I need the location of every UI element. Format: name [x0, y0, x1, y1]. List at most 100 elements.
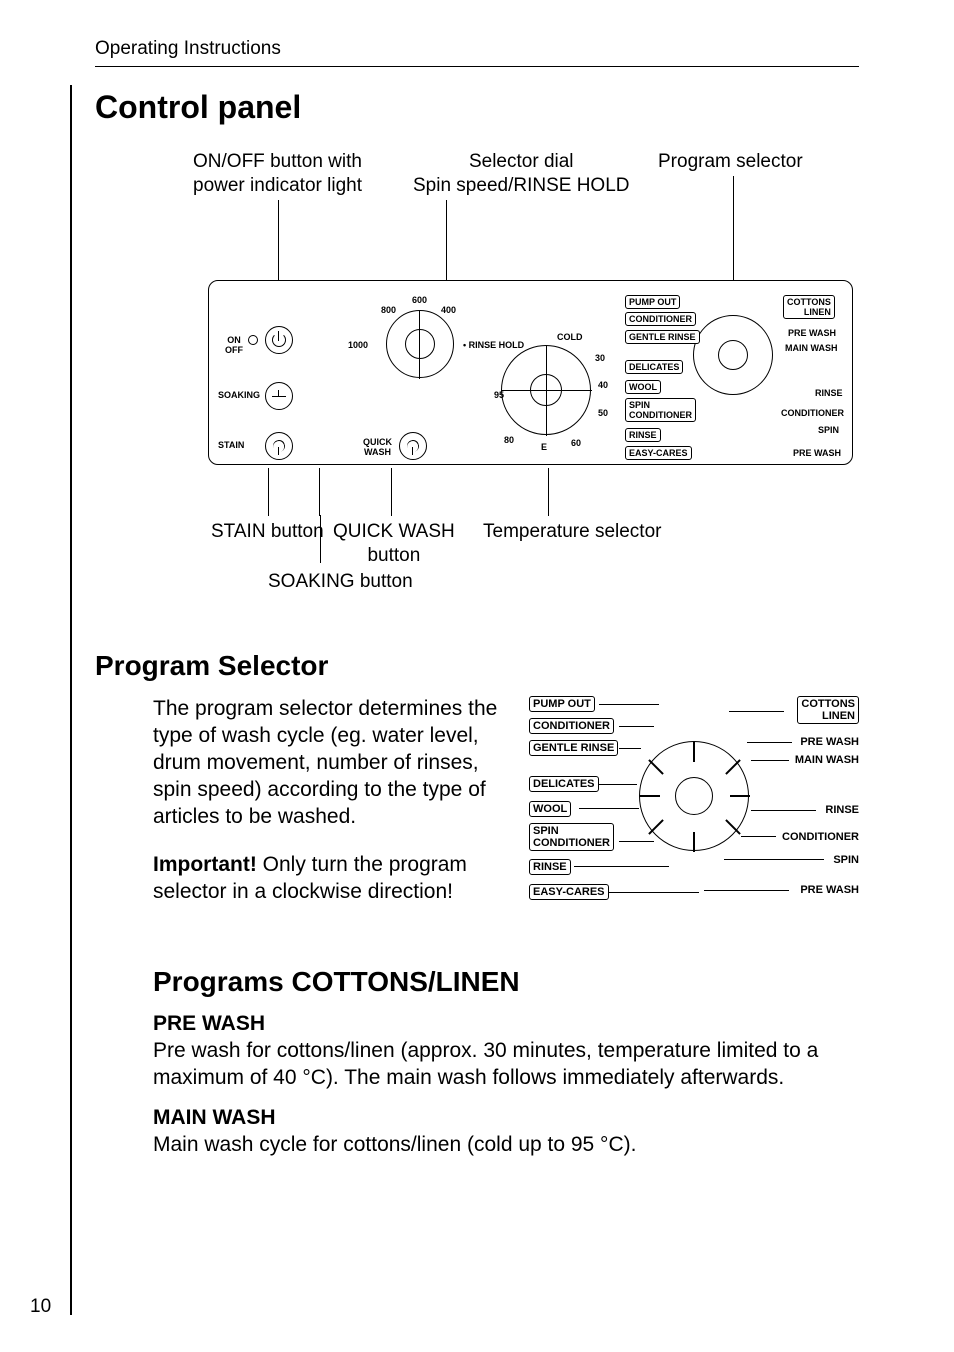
prog-sel-dial [639, 741, 749, 851]
power-led-icon [248, 335, 258, 345]
prog-spin-cond: SPINCONDITIONER [625, 398, 696, 422]
prog-cond-l2: CONDITIONER [629, 410, 692, 420]
prog-prewash-r: PRE WASH [788, 328, 836, 338]
running-header: Operating Instructions [95, 38, 859, 60]
fig-spin-cond: SPINCONDITIONER [529, 823, 614, 851]
tick [725, 759, 741, 775]
tick [693, 832, 695, 852]
prog-prewash-r2: PRE WASH [793, 448, 841, 458]
leader-line [320, 515, 321, 563]
label-soaking: SOAKING [218, 390, 260, 400]
leader-line [548, 468, 549, 516]
fig-cottons: COTTONS LINEN [797, 696, 859, 724]
temp-50: 50 [598, 408, 608, 418]
stain-arc-icon [271, 438, 286, 453]
prog-spin-l: SPIN [629, 400, 650, 410]
temp-60: 60 [571, 438, 581, 448]
anno-temperature: Temperature selector [483, 520, 661, 544]
temp-pointer [546, 346, 547, 436]
page-number: 10 [30, 1296, 51, 1318]
conn [579, 808, 639, 809]
program-selector-important: Important! Only turn the program selecto… [153, 852, 503, 906]
fig-gentle-rinse: GENTLE RINSE [529, 740, 618, 756]
fig-cond-l2: CONDITIONER [533, 837, 610, 849]
tick [640, 795, 660, 797]
spin-400: 400 [441, 305, 456, 315]
control-panel-diagram: ON/OFF button with power indicator light… [153, 150, 859, 580]
conn [747, 742, 792, 743]
prog-rinse-r: RINSE [815, 388, 843, 398]
anno-stain: STAIN button [211, 520, 324, 544]
anno-on-off-text: ON/OFF button with power indicator light [193, 151, 362, 196]
temp-30: 30 [595, 353, 605, 363]
anno-selector-dial-text: Selector dial Spin speed/RINSE HOLD [413, 151, 630, 196]
on-off-button-icon [265, 326, 293, 354]
tick [648, 759, 664, 775]
soaking-button-icon [265, 382, 293, 410]
spin-pointer [419, 311, 420, 379]
prog-easy-cares: EASY-CARES [625, 446, 692, 460]
conn [599, 784, 637, 785]
conn [741, 836, 776, 837]
prog-pump-out: PUMP OUT [625, 295, 680, 309]
fig-wool: WOOL [529, 801, 571, 817]
mainwash-body: Main wash cycle for cottons/linen (cold … [153, 1132, 859, 1159]
prog-gentle-rinse: GENTLE RINSE [625, 330, 700, 344]
programs-cottons-block: Programs COTTONS/LINEN PRE WASH Pre wash… [153, 966, 859, 1159]
fig-pump-out: PUMP OUT [529, 696, 595, 712]
qw-arc-icon [405, 438, 420, 453]
leader-line [268, 468, 269, 516]
temp-dial [501, 345, 591, 435]
fig-prewash-r2: PRE WASH [800, 884, 859, 896]
spin-dial [386, 310, 454, 378]
anno-program-selector-text: Program selector [658, 151, 803, 172]
power-arc-icon [272, 333, 286, 347]
label-quick-wash: QUICK WASH [363, 437, 392, 457]
fig-prewash-r: PRE WASH [800, 736, 859, 748]
temp-pointer-h [502, 390, 592, 391]
stain-button-icon [265, 432, 293, 460]
fig-spin-l: SPIN [533, 825, 559, 837]
label-on-off: ON OFF [225, 335, 243, 355]
heading-control-panel: Control panel [95, 89, 859, 126]
fig-delicates: DELICATES [529, 776, 599, 792]
prog-conditioner-l1: CONDITIONER [625, 312, 696, 326]
temp-95: 95 [494, 390, 504, 400]
spin-rinse-hold-text: RINSE HOLD [469, 340, 525, 350]
important-label: Important! [153, 853, 257, 876]
program-selector-body: The program selector determines the type… [153, 696, 503, 830]
conn [729, 711, 784, 712]
prog-wool: WOOL [625, 380, 661, 394]
conn [619, 748, 641, 749]
program-dial-inner [718, 340, 748, 370]
conn [619, 726, 654, 727]
temp-40: 40 [598, 380, 608, 390]
spin-dial-inner [405, 329, 435, 359]
left-margin-rule [70, 85, 72, 1315]
prog-mainwash-r: MAIN WASH [785, 343, 838, 353]
heading-programs-cottons: Programs COTTONS/LINEN [153, 966, 859, 998]
temp-cold: COLD [557, 332, 583, 342]
spin-800: 800 [381, 305, 396, 315]
quick-wash-button-icon [399, 432, 427, 460]
conn [724, 859, 824, 860]
fig-easy-cares: EASY-CARES [529, 884, 609, 900]
fig-rinse-r: RINSE [825, 804, 859, 816]
tick [725, 819, 741, 835]
tick [730, 795, 750, 797]
soak-icon-bar [272, 396, 286, 397]
conn [751, 760, 789, 761]
prog-sel-dial-inner [675, 777, 713, 815]
program-dial [693, 315, 773, 395]
conn [609, 892, 699, 893]
leader-line [319, 468, 320, 516]
spin-600: 600 [412, 295, 427, 305]
temp-E: E [541, 442, 547, 452]
conn [751, 810, 816, 811]
conn [599, 704, 659, 705]
prog-delicates: DELICATES [625, 360, 683, 374]
temp-80: 80 [504, 435, 514, 445]
heading-mainwash: MAIN WASH [153, 1106, 859, 1130]
leader-line [446, 200, 447, 280]
prog-conditioner-r: CONDITIONER [781, 408, 844, 418]
